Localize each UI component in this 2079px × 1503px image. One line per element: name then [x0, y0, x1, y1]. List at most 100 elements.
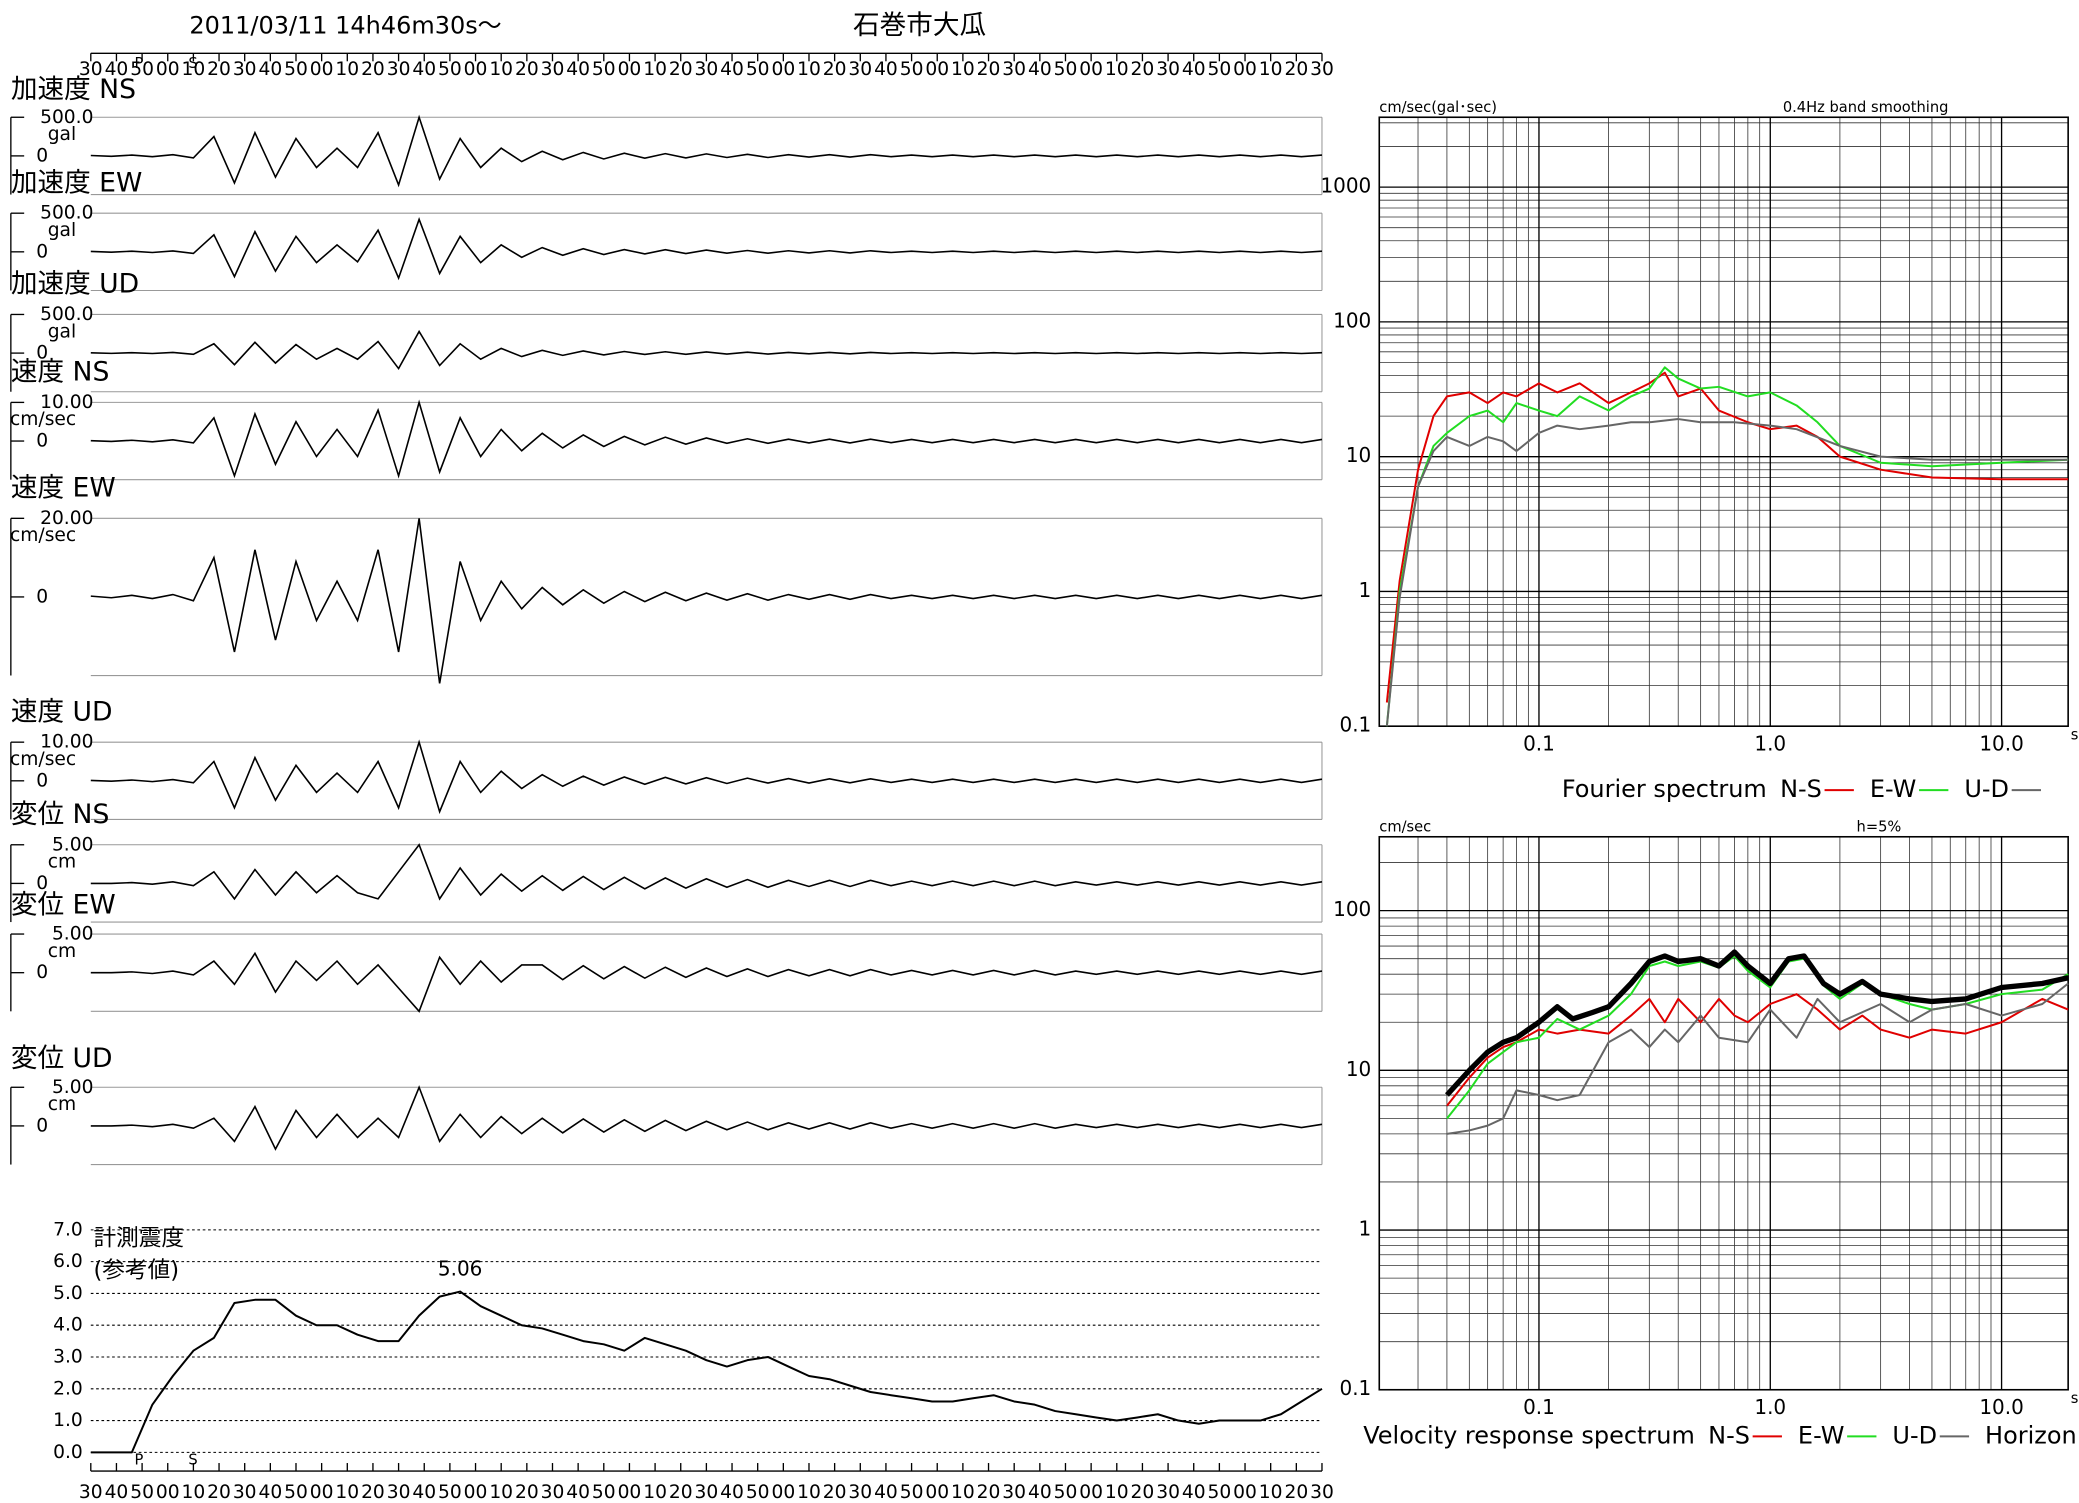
x-tick-label: 40	[720, 59, 744, 80]
waveform	[90, 114, 1323, 188]
phase-marker: S	[188, 1451, 197, 1468]
x-tick-label: 10.0	[1979, 731, 2023, 755]
y-tick-label: 3.0	[53, 1347, 83, 1368]
x-tick-label: 00	[1233, 1482, 1257, 1503]
x-tick-label: 30	[848, 59, 872, 80]
x-tick-label: 40	[412, 59, 436, 80]
legend-title: Velocity response spectrum	[1363, 1421, 1695, 1449]
panel-title: 加速度 EW	[11, 167, 143, 198]
y-tick-label: 10.00	[40, 392, 93, 413]
x-tick-label: 20	[1131, 59, 1155, 80]
x-tick-label: 40	[1182, 59, 1206, 80]
x-tick-label: 00	[464, 1482, 488, 1503]
x-tick-label: 30	[233, 59, 257, 80]
x-tick-label: 00	[618, 1482, 642, 1503]
y-tick-label: 5.00	[52, 834, 94, 855]
waveform	[90, 951, 1323, 1013]
x-tick-label: 10	[1259, 59, 1283, 80]
y-tick-label: 10.00	[40, 732, 93, 753]
x-tick-label: 40	[1182, 1482, 1206, 1503]
y-tick-label: 7.0	[53, 1219, 83, 1240]
waveform	[90, 216, 1323, 281]
chart-title: 計測震度	[93, 1226, 184, 1252]
x-tick-label: 10	[489, 1482, 513, 1503]
y-tick-label: 0	[36, 770, 48, 791]
x-tick-label: 30	[1156, 59, 1180, 80]
x-tick-label: 00	[1233, 59, 1257, 80]
x-tick-label: 30	[848, 1482, 872, 1503]
x-tick-label: 20	[823, 59, 847, 80]
data-line	[1446, 982, 2069, 1135]
y-tick-label: 2.0	[53, 1378, 83, 1399]
panel-title: 速度 NS	[11, 357, 110, 388]
x-tick-label: 30	[79, 59, 103, 80]
x-tick-label: 10	[335, 1482, 359, 1503]
x-tick-label: 50	[438, 1482, 462, 1503]
x-tick-label: 20	[977, 59, 1001, 80]
waveform	[90, 739, 1323, 815]
panel-title: 変位 UD	[11, 1043, 113, 1074]
y-tick-label: 1000	[1320, 174, 1371, 198]
unit-label: cm	[48, 941, 76, 962]
x-tick-label: 50	[592, 59, 616, 80]
x-tick-label: 20	[361, 1482, 385, 1503]
x-tick-label: 30	[541, 1482, 565, 1503]
x-tick-label: 50	[130, 1482, 154, 1503]
x-tick-label: 1.0	[1754, 731, 1786, 755]
unit-label: cm	[48, 852, 76, 873]
chart-title: 石巻市大瓜	[853, 10, 986, 41]
panel-title: 加速度 NS	[11, 74, 136, 105]
y-tick-label: 0	[36, 1115, 48, 1136]
x-tick-label: 50	[900, 59, 924, 80]
waveform	[90, 518, 1323, 684]
x-tick-label: 00	[925, 1482, 949, 1503]
unit-label: gal	[48, 220, 76, 241]
data-line	[1444, 949, 2069, 1097]
waveform	[90, 1085, 1323, 1151]
x-tick-label: 50	[1054, 59, 1078, 80]
x-tick-label: 50	[1208, 1482, 1232, 1503]
chart-note: h=5%	[1857, 818, 1902, 835]
x-tick-label: 10	[489, 59, 513, 80]
y-tick-label: 0.1	[1340, 713, 1372, 737]
y-tick-label: 1.0	[53, 1410, 83, 1431]
legend-title: Fourier spectrum	[1562, 775, 1767, 803]
x-tick-label: 00	[464, 59, 488, 80]
legend-label: U-D	[1892, 1421, 1937, 1449]
x-tick-label: 30	[1310, 1482, 1334, 1503]
x-tick-label: 40	[105, 1482, 129, 1503]
x-tick-label: 30	[695, 1482, 719, 1503]
x-tick-label: 50	[1054, 1482, 1078, 1503]
x-axis-label: sec	[2071, 727, 2079, 744]
x-tick-label: 10	[797, 59, 821, 80]
x-tick-label: 20	[207, 59, 231, 80]
x-tick-label: 0.1	[1523, 1395, 1555, 1419]
y-tick-label: 100	[1333, 308, 1371, 332]
chart-subtitle: (参考値)	[93, 1258, 179, 1284]
x-tick-label: 40	[1028, 1482, 1052, 1503]
y-tick-label: 10	[1346, 1057, 1371, 1081]
x-tick-label: 10.0	[1979, 1395, 2023, 1419]
plot-frame	[1378, 116, 2069, 727]
unit-label: cm	[48, 1094, 76, 1115]
x-tick-label: 00	[156, 1482, 180, 1503]
x-tick-label: 50	[746, 1482, 770, 1503]
x-tick-label: 20	[1131, 1482, 1155, 1503]
x-tick-label: 50	[1208, 59, 1232, 80]
x-tick-label: 10	[1105, 1482, 1129, 1503]
y-tick-label: 0	[36, 241, 48, 262]
panel-title: 速度 EW	[11, 473, 116, 504]
unit-label: cm/sec	[10, 525, 76, 546]
x-tick-label: 00	[925, 59, 949, 80]
x-tick-label: 0.1	[1523, 731, 1555, 755]
y-tick-label: 0	[36, 431, 48, 452]
x-axis-label: sec	[2071, 1390, 2079, 1407]
x-tick-label: 30	[1156, 1482, 1180, 1503]
chart-note: 0.4Hz band smoothing	[1783, 99, 1949, 116]
panel-title: 速度 UD	[11, 696, 113, 727]
y-tick-label: 5.00	[52, 924, 94, 945]
y-tick-label: 0	[36, 586, 48, 607]
x-tick-label: 20	[669, 1482, 693, 1503]
x-tick-label: 50	[438, 59, 462, 80]
